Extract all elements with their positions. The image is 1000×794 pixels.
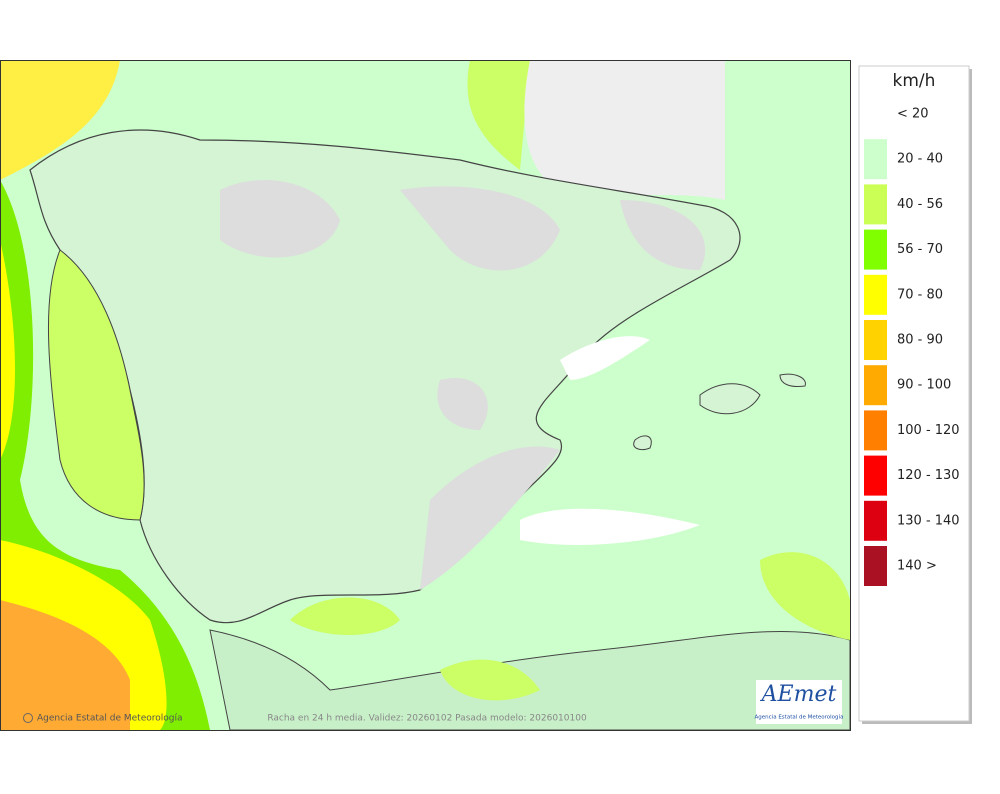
legend-label: 130 - 140 (897, 513, 960, 528)
legend-label: 120 - 130 (897, 468, 960, 483)
legend-label: 56 - 70 (897, 242, 943, 257)
wind-zone (0, 60, 530, 170)
portugal (47, 249, 145, 521)
footer-credit: Agencia Estatal de Meteorología (37, 714, 183, 724)
legend-swatch (864, 229, 887, 270)
legend-label: 70 - 80 (897, 287, 943, 302)
calm-zone (520, 336, 700, 545)
legend-swatch (864, 184, 887, 225)
legend-label: 40 - 56 (897, 197, 943, 212)
legend-swatch (864, 410, 887, 451)
legend-label: 80 - 90 (897, 333, 943, 348)
legend-swatch (864, 320, 887, 360)
legend: < 20 20 - 40 40 - 56 56 - 70 70 - 80 80 - 90 9… (864, 107, 960, 586)
legend-swatch (864, 500, 887, 541)
legend-label: < 20 (897, 107, 929, 122)
legend-label: 140 > (897, 559, 937, 574)
legend-swatch (864, 139, 887, 180)
map: AEmet Agencia Estatal de Meteorología Ag… (0, 60, 850, 730)
terrain-relief (220, 180, 706, 590)
wind-zone (290, 552, 850, 701)
footer-info: Racha en 24 h media. Validez: 20260102 P… (267, 714, 587, 724)
wind-zone (0, 600, 130, 730)
legend-swatch (864, 455, 887, 496)
legend-swatch (864, 546, 887, 586)
wind-zone (0, 240, 167, 730)
legend-label: 20 - 40 (897, 152, 943, 167)
iberian-peninsula (29, 129, 741, 624)
logo: AEmet (760, 682, 837, 707)
legend-label: 90 - 100 (897, 378, 951, 393)
wind-zone (0, 60, 120, 180)
logo-box (756, 680, 842, 724)
land-france (524, 60, 725, 200)
legend-label: 100 - 120 (897, 423, 960, 438)
logo-subtitle: Agencia Estatal de Meteorología (755, 714, 844, 721)
legend-swatch (864, 365, 887, 406)
legend-unit: km/h (893, 71, 936, 91)
legend-swatch (864, 274, 887, 315)
copyright-icon (23, 713, 33, 723)
balearic-islands (633, 373, 806, 451)
map-frame (0, 60, 851, 731)
